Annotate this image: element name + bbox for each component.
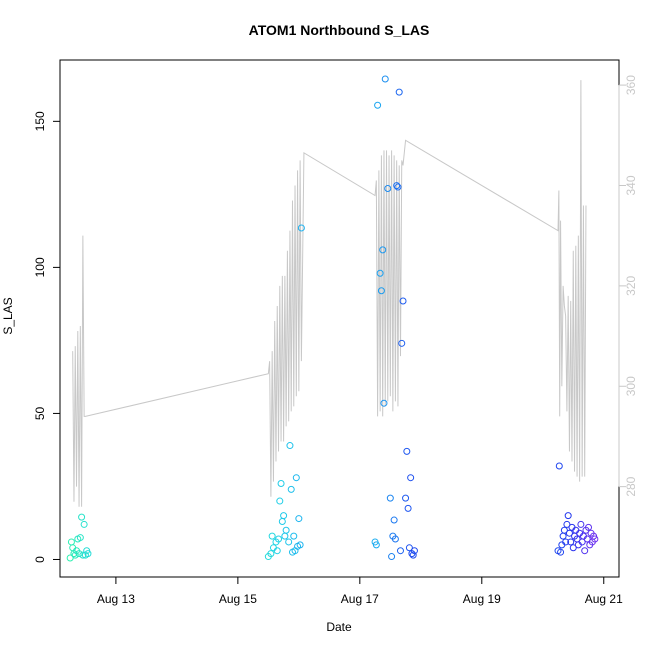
y-tick-label: 100 — [33, 257, 47, 277]
y-tick-label: 0 — [33, 556, 47, 563]
chart-title: ATOM1 Northbound S_LAS — [249, 22, 430, 38]
x-tick-label: Aug 17 — [341, 592, 379, 606]
data-point — [376, 269, 384, 277]
data-point — [80, 520, 88, 528]
data-point — [560, 526, 568, 534]
x-axis-label: Date — [326, 620, 352, 634]
y2-tick-label: 320 — [624, 276, 638, 296]
data-point — [297, 224, 305, 232]
data-point — [79, 551, 87, 559]
x-tick-label: Aug 19 — [463, 592, 501, 606]
data-point — [286, 442, 294, 450]
plot-frame — [59, 59, 620, 578]
data-point — [581, 547, 589, 555]
data-point — [407, 474, 415, 482]
data-point — [585, 523, 593, 531]
data-point — [583, 535, 591, 543]
data-point — [559, 532, 567, 540]
y-axis: 0 50 100 150 — [33, 111, 61, 563]
points-layer — [66, 75, 599, 562]
data-point — [410, 547, 418, 555]
data-point — [395, 88, 403, 96]
y-tick-label: 50 — [33, 406, 47, 420]
data-point — [277, 480, 285, 488]
data-point — [394, 183, 402, 191]
data-point — [278, 518, 286, 525]
data-point — [292, 474, 300, 482]
line-layer — [72, 80, 587, 507]
data-point — [399, 297, 407, 305]
data-point — [379, 246, 387, 254]
y2-tick-label: 340 — [624, 175, 638, 195]
y-tick-label: 150 — [33, 111, 47, 131]
y2-tick-label: 300 — [624, 376, 638, 396]
data-point — [290, 532, 298, 540]
data-point — [386, 494, 394, 502]
data-point — [372, 541, 380, 549]
data-point — [275, 535, 283, 543]
data-point — [281, 532, 289, 540]
data-point — [402, 494, 410, 502]
data-point — [557, 548, 565, 556]
data-point — [285, 538, 293, 546]
data-point — [567, 538, 575, 546]
data-point — [563, 520, 571, 528]
data-point — [398, 339, 406, 347]
data-point — [78, 513, 86, 521]
data-point — [267, 550, 275, 558]
y-axis-label: S_LAS — [1, 297, 15, 334]
data-point — [564, 512, 572, 520]
data-point — [276, 497, 284, 505]
data-point — [295, 515, 303, 523]
data-point — [577, 520, 585, 528]
data-point — [268, 532, 276, 540]
data-point — [381, 75, 389, 83]
data-point — [562, 538, 570, 546]
data-point — [66, 554, 74, 562]
x-tick-label: Aug 15 — [219, 592, 257, 606]
data-point — [565, 529, 573, 537]
data-point — [409, 551, 417, 559]
data-point — [71, 551, 79, 559]
y2-axis: 280 300 320 340 360 — [618, 75, 638, 497]
data-point — [403, 447, 411, 455]
data-point — [388, 553, 396, 561]
data-point — [393, 182, 401, 190]
series-line — [72, 80, 587, 507]
data-point — [287, 485, 295, 493]
x-tick-label: Aug 21 — [585, 592, 623, 606]
data-point — [374, 101, 382, 109]
data-point — [282, 526, 290, 534]
data-point — [380, 399, 388, 407]
data-point — [280, 512, 288, 520]
data-point — [273, 547, 281, 555]
y2-tick-label: 280 — [624, 476, 638, 496]
data-point — [405, 544, 413, 552]
data-point — [377, 287, 385, 295]
data-point — [296, 541, 304, 549]
data-point — [76, 534, 84, 542]
data-point — [384, 185, 392, 193]
data-point — [396, 547, 404, 555]
data-point — [84, 550, 92, 558]
data-point — [555, 462, 563, 470]
data-point — [391, 535, 399, 543]
data-point — [75, 550, 83, 558]
data-point — [67, 538, 75, 546]
data-point — [404, 504, 412, 512]
y2-tick-label: 360 — [624, 75, 638, 95]
data-point — [390, 516, 398, 524]
data-point — [591, 535, 599, 543]
x-axis: Aug 13 Aug 15 Aug 17 Aug 19 Aug 21 — [97, 576, 623, 606]
x-tick-label: Aug 13 — [97, 592, 135, 606]
data-point — [569, 544, 577, 552]
